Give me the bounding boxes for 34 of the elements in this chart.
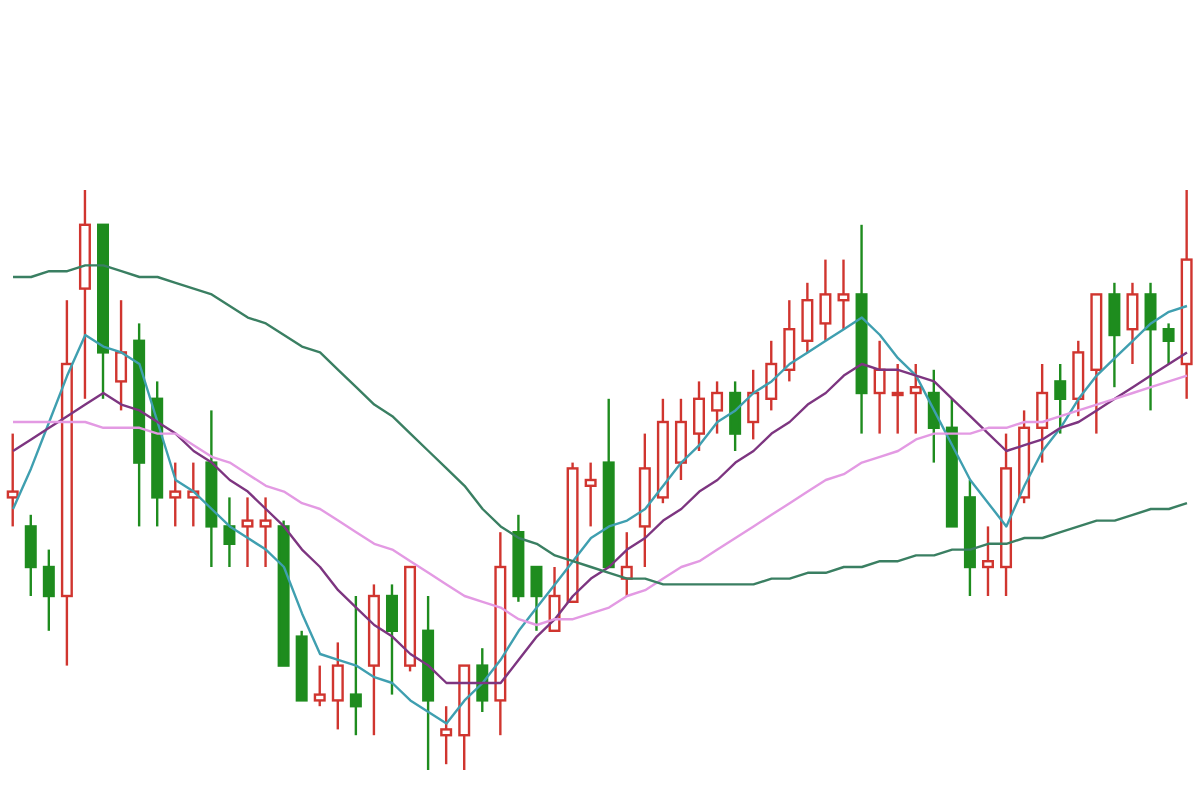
candlestick — [909, 362, 922, 435]
candlestick — [223, 496, 236, 569]
candlestick — [783, 299, 796, 383]
candlestick — [891, 362, 904, 435]
candlestick — [981, 525, 994, 598]
candlestick — [1162, 322, 1175, 366]
candlestick — [1036, 362, 1049, 464]
candlestick — [1180, 190, 1193, 400]
candlestick — [440, 705, 453, 766]
candlestick — [331, 641, 344, 731]
candlestick — [873, 339, 886, 435]
candlestick — [494, 531, 507, 737]
candlestick — [1126, 281, 1139, 366]
candlestick — [6, 432, 19, 528]
candlestick — [349, 594, 362, 737]
candlestick — [584, 461, 597, 528]
candlestick — [205, 409, 218, 569]
candlestick — [1108, 281, 1121, 389]
candlestick — [115, 299, 128, 412]
candlestick — [837, 258, 850, 331]
candlestick — [78, 190, 91, 400]
candlestick — [241, 496, 254, 569]
candlestick — [512, 513, 525, 603]
candlestick — [638, 432, 651, 569]
candlestick — [60, 299, 73, 667]
candlestick — [169, 461, 182, 528]
candlestick — [855, 223, 868, 435]
candlestick — [801, 281, 814, 354]
candlestick — [1144, 281, 1157, 412]
candlestick — [422, 594, 435, 770]
candlestick — [819, 258, 832, 342]
candlestick — [1000, 432, 1013, 598]
candlestick — [187, 461, 200, 528]
candlestick — [259, 496, 272, 569]
